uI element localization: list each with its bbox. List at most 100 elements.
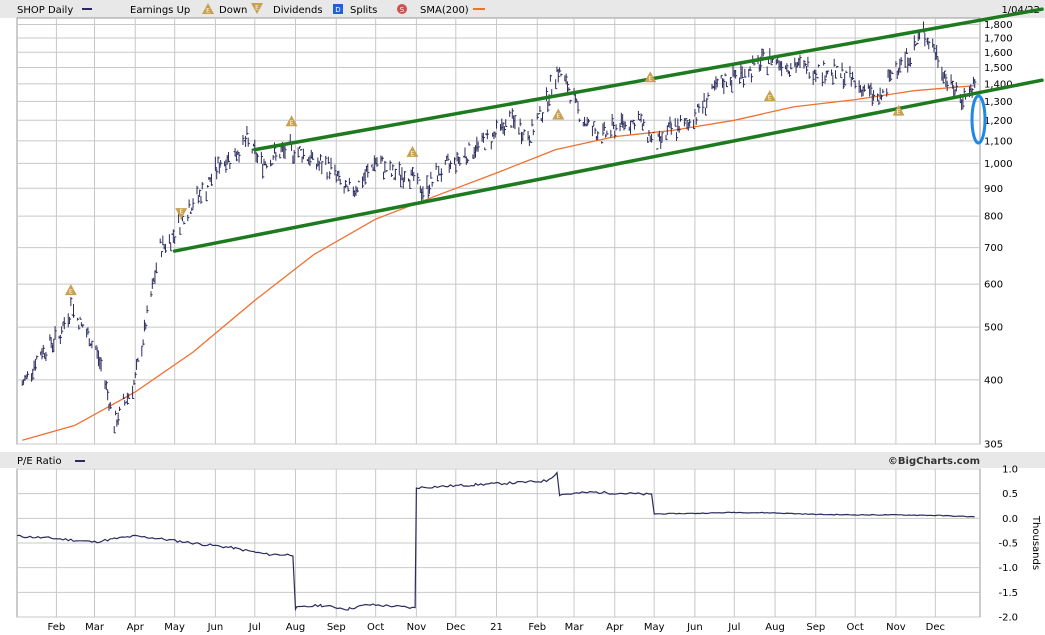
price-bar — [245, 135, 248, 147]
price-y-tick-label: 1,600 — [984, 48, 1013, 59]
price-bar — [974, 78, 977, 89]
price-bar — [531, 119, 534, 127]
price-bar — [891, 71, 894, 75]
price-bar — [724, 73, 727, 77]
price-bar — [334, 164, 337, 176]
price-bar — [909, 57, 912, 67]
price-bar — [394, 168, 397, 181]
price-bar — [238, 152, 241, 163]
price-bar — [347, 187, 350, 192]
svg-text:E: E — [69, 289, 73, 296]
price-bar — [720, 75, 723, 79]
price-bar — [205, 191, 208, 202]
price-bar — [411, 167, 415, 177]
earnings-marker-up: E — [64, 284, 77, 296]
price-bar — [686, 120, 689, 130]
price-bar — [887, 69, 890, 78]
x-tick-label: Jun — [686, 622, 703, 633]
price-bar — [339, 178, 342, 185]
price-bar — [326, 172, 329, 180]
date-label: 1/04/22 — [1001, 5, 1040, 16]
price-bar — [614, 130, 617, 139]
price-bar — [408, 178, 411, 182]
price-bar — [367, 163, 370, 178]
price-y-tick-label: 400 — [984, 375, 1003, 386]
price-bar — [27, 371, 30, 378]
price-bar — [568, 87, 571, 92]
earnings-down-label: Down — [219, 5, 247, 16]
price-bar — [200, 196, 203, 204]
price-bar — [82, 324, 85, 328]
price-bar — [523, 129, 526, 133]
price-bar — [191, 207, 194, 212]
price-bar — [422, 186, 425, 200]
price-bar — [70, 297, 73, 307]
price-bar — [477, 141, 480, 152]
price-grid — [17, 18, 980, 445]
price-bar — [69, 316, 72, 325]
price-bar — [640, 113, 643, 123]
price-bar — [128, 393, 131, 399]
price-bar — [557, 68, 560, 83]
price-bar — [536, 113, 539, 120]
price-bar — [91, 340, 94, 349]
price-bar — [831, 69, 834, 76]
price-bar — [633, 122, 637, 130]
price-bar — [188, 199, 191, 208]
price-bar — [164, 243, 168, 253]
price-bar — [863, 84, 866, 92]
price-bar — [61, 326, 64, 335]
price-bar — [739, 77, 742, 84]
svg-text:E: E — [648, 76, 652, 83]
price-bar — [569, 99, 572, 104]
price-bar — [105, 380, 108, 391]
price-bar — [229, 162, 232, 170]
price-bar — [262, 163, 265, 179]
price-bar — [703, 92, 706, 102]
price-bar — [117, 412, 120, 425]
price-bar — [854, 81, 857, 89]
price-bar — [962, 97, 965, 110]
price-bar — [704, 107, 708, 116]
price-bar — [849, 66, 852, 78]
price-bar — [206, 185, 210, 188]
price-bar — [50, 337, 53, 349]
price-bar — [790, 63, 793, 70]
price-bar — [637, 110, 641, 120]
price-bar — [560, 73, 563, 77]
price-bar — [137, 357, 140, 362]
price-bar — [346, 184, 349, 188]
pe-y-tick-label: 0.5 — [1002, 489, 1018, 500]
x-tick-label: Oct — [847, 622, 864, 633]
pe-y-axis: -2.0 -1.5 -1.0 -0.5 0.0 0.5 1.0 — [998, 465, 1018, 624]
svg-text:E: E — [411, 150, 415, 157]
price-bar — [218, 162, 221, 174]
price-bar — [210, 173, 214, 186]
price-bar — [594, 127, 597, 134]
price-bar — [624, 121, 627, 128]
price-bar — [844, 72, 847, 86]
price-bar — [300, 149, 303, 151]
splits-legend-icon: S — [397, 4, 407, 14]
x-tick-label: Mar — [85, 622, 105, 633]
price-bar — [547, 101, 550, 113]
svg-text:E: E — [897, 109, 901, 116]
price-bar — [142, 339, 145, 345]
earnings-marker-down: E — [175, 208, 188, 220]
price-bar — [542, 112, 545, 123]
price-bar — [823, 60, 826, 66]
price-bar — [109, 402, 112, 409]
price-bar — [744, 68, 747, 78]
price-bar — [611, 113, 614, 126]
price-bar — [150, 291, 153, 297]
price-bar — [107, 389, 110, 401]
price-bar — [886, 88, 889, 97]
price-bar — [946, 80, 949, 92]
price-bar — [741, 66, 744, 79]
price-bar — [141, 345, 144, 357]
pe-panel: -2.0 -1.5 -1.0 -0.5 0.0 0.5 1.0 Thousands — [16, 465, 1041, 624]
price-bar — [900, 57, 903, 66]
price-bar — [327, 156, 330, 164]
earnings-down-legend-icon: E — [251, 3, 263, 14]
price-bar — [161, 251, 164, 258]
